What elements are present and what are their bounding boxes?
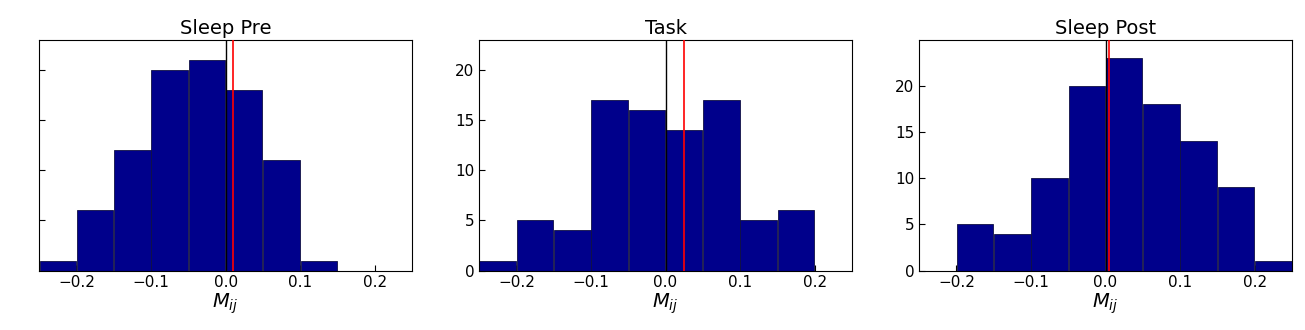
Bar (1143, 104, 1180, 271)
Bar (264, 160, 300, 271)
X-axis label: $M_{ij}$: $M_{ij}$ (1092, 292, 1118, 316)
Bar (479, 261, 515, 271)
Bar (1255, 261, 1292, 271)
Bar (740, 220, 776, 271)
Bar (778, 210, 814, 271)
Bar (957, 224, 993, 271)
Bar (994, 234, 1031, 271)
Bar (703, 100, 740, 271)
Bar (1218, 187, 1254, 271)
Bar (39, 261, 76, 271)
X-axis label: $M_{ij}$: $M_{ij}$ (652, 292, 679, 316)
Bar (591, 100, 628, 271)
Bar (77, 210, 114, 271)
Bar (1031, 178, 1067, 271)
Bar (666, 130, 702, 271)
X-axis label: $M_{ij}$: $M_{ij}$ (213, 292, 239, 316)
Title: Task: Task (645, 19, 686, 38)
Bar (1181, 141, 1218, 271)
Bar (226, 90, 262, 271)
Bar (517, 220, 553, 271)
Bar (189, 60, 226, 271)
Bar (151, 70, 188, 271)
Bar (629, 110, 666, 271)
Bar (1105, 58, 1142, 271)
Title: Sleep Pre: Sleep Pre (180, 19, 271, 38)
Bar (114, 150, 150, 271)
Bar (555, 230, 591, 271)
Bar (1069, 86, 1105, 271)
Bar (300, 261, 337, 271)
Title: Sleep Post: Sleep Post (1054, 19, 1156, 38)
